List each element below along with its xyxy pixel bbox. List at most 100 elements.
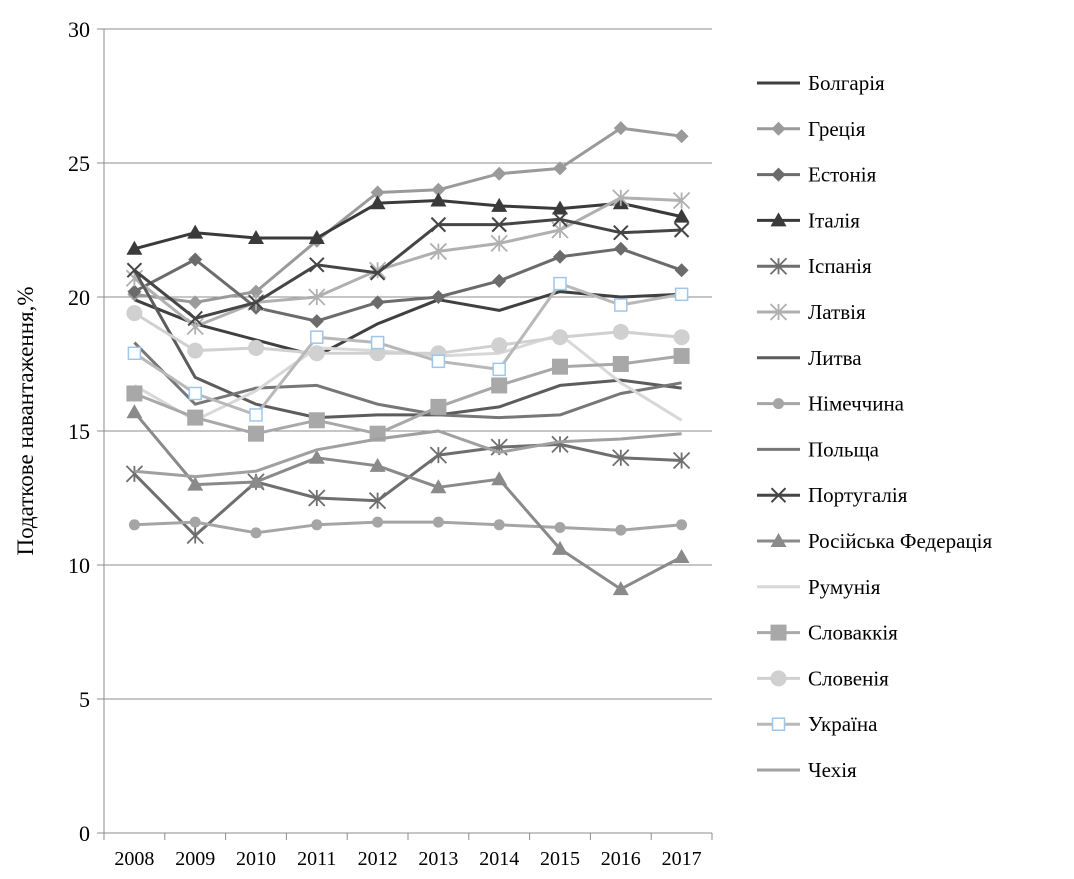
data-point xyxy=(308,412,325,429)
y-tick-label: 25 xyxy=(68,151,90,176)
data-point xyxy=(369,195,386,210)
data-point xyxy=(493,519,505,531)
data-point xyxy=(308,288,326,306)
data-point xyxy=(249,284,263,299)
legend-swatch-marker xyxy=(769,303,788,321)
series-line xyxy=(134,429,682,479)
data-point xyxy=(674,287,689,302)
data-point xyxy=(553,249,567,264)
data-point xyxy=(249,408,263,422)
y-tick-label: 10 xyxy=(68,553,90,578)
data-point xyxy=(126,240,143,255)
y-tick-labels: 0 5 10 15 20 25 30 xyxy=(68,17,90,846)
legend-entry: Греція xyxy=(757,117,866,141)
series-line xyxy=(133,196,682,328)
data-point xyxy=(429,242,448,261)
series-group xyxy=(125,121,691,596)
legend-swatch-marker xyxy=(771,121,786,136)
data-point xyxy=(492,362,506,377)
data-point xyxy=(551,435,569,454)
series-line xyxy=(134,126,682,304)
data-point xyxy=(248,230,264,245)
series-14 xyxy=(127,276,689,422)
data-point xyxy=(431,182,446,197)
data-point xyxy=(672,191,691,210)
data-point xyxy=(127,346,142,361)
legend-label: Польща xyxy=(808,437,880,461)
data-point xyxy=(552,358,568,375)
data-point xyxy=(248,294,264,311)
legend-label: Естонія xyxy=(808,163,877,187)
series-line xyxy=(133,411,683,591)
series-1 xyxy=(127,121,689,310)
legend-label: Литва xyxy=(808,346,862,370)
data-point xyxy=(673,347,690,364)
data-point xyxy=(308,345,325,362)
data-point xyxy=(612,449,630,467)
series-line xyxy=(133,341,682,420)
x-tick-label: 2008 xyxy=(114,848,154,870)
data-point xyxy=(187,342,204,359)
data-point xyxy=(186,317,204,336)
data-point xyxy=(186,526,204,545)
data-point xyxy=(673,208,690,223)
x-tick-label: 2015 xyxy=(540,848,580,870)
x-tick-label: 2016 xyxy=(601,848,641,870)
data-point xyxy=(430,192,447,207)
legend-entry: Словенія xyxy=(757,666,889,690)
data-point xyxy=(248,473,264,488)
legend-label: Словенія xyxy=(808,666,889,690)
data-point xyxy=(673,329,690,346)
y-tick-label: 5 xyxy=(79,687,90,712)
data-point xyxy=(672,451,691,470)
series-12 xyxy=(126,347,690,442)
data-point xyxy=(370,335,385,350)
y-tick-label: 0 xyxy=(79,821,90,846)
data-point xyxy=(613,224,629,241)
data-point xyxy=(431,290,446,304)
series-15 xyxy=(134,429,682,479)
data-point xyxy=(613,121,628,136)
data-point xyxy=(612,356,629,372)
data-point xyxy=(554,521,566,533)
legend-entry: Німеччина xyxy=(757,392,905,416)
data-point xyxy=(430,216,447,233)
legend-entry: Італія xyxy=(757,208,860,232)
data-point xyxy=(490,234,508,253)
x-tick-label: 2010 xyxy=(236,848,276,870)
series-line xyxy=(133,282,682,417)
series-11 xyxy=(133,333,683,422)
legend-swatch-marker xyxy=(771,717,786,731)
data-point xyxy=(126,305,143,322)
data-point xyxy=(187,310,203,327)
data-point xyxy=(613,241,628,256)
series-line xyxy=(133,217,682,320)
legend-entry: Латвія xyxy=(757,300,866,324)
data-point xyxy=(432,516,444,528)
y-tick-label: 30 xyxy=(68,17,90,42)
data-point xyxy=(309,257,325,273)
legend-label: Італія xyxy=(808,208,860,232)
legend-entry: Болгарія xyxy=(757,71,885,95)
data-point xyxy=(368,261,387,279)
series-line xyxy=(133,290,682,358)
x-tick-label: 2013 xyxy=(418,848,458,870)
data-point xyxy=(674,129,689,144)
data-point xyxy=(431,354,446,369)
legend-entry: Словаккія xyxy=(757,621,898,645)
data-point xyxy=(126,262,143,278)
legend-label: Російська Федерація xyxy=(808,529,992,553)
legend-swatch-marker xyxy=(770,533,787,547)
series-line xyxy=(134,520,682,535)
grid-lines xyxy=(104,28,712,700)
x-tick-label: 2014 xyxy=(479,848,519,870)
data-point xyxy=(429,446,448,464)
legend-label: Болгарія xyxy=(808,71,885,95)
legend-swatch-marker xyxy=(770,624,787,641)
series-line xyxy=(133,247,683,323)
data-point xyxy=(553,276,567,291)
data-point xyxy=(369,265,386,281)
x-tick-label: 2011 xyxy=(297,848,336,870)
series-line xyxy=(133,333,683,422)
data-point xyxy=(189,516,201,528)
